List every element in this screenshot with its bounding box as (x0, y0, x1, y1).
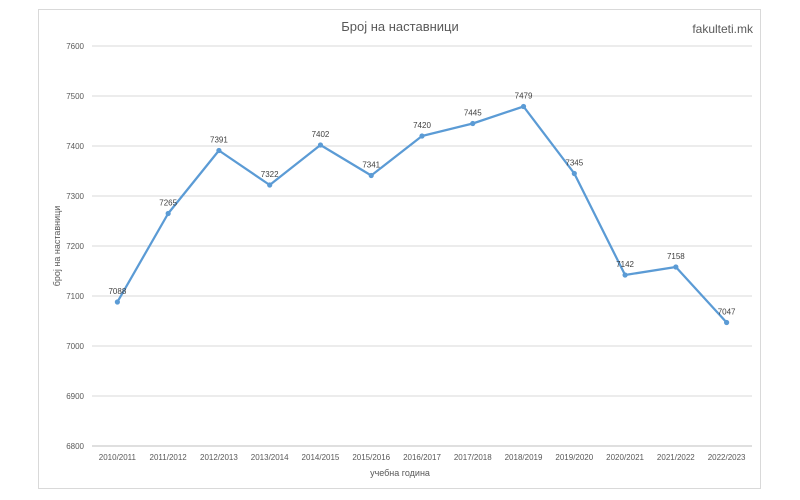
x-tick-label: 2020/2021 (606, 453, 644, 462)
y-tick-label: 6800 (66, 442, 84, 451)
data-point (520, 103, 527, 110)
data-label: 7402 (312, 130, 330, 139)
gridlines (92, 45, 752, 447)
data-label: 7479 (515, 92, 533, 101)
data-label: 7341 (362, 161, 380, 170)
x-tick-label: 2018/2019 (505, 453, 543, 462)
data-point (470, 120, 476, 127)
y-tick-label: 7500 (66, 92, 84, 101)
chart-title: Број на наставници (341, 19, 459, 34)
y-tick-label: 7200 (66, 242, 84, 251)
y-tick-label: 7000 (66, 342, 84, 351)
x-tick-label: 2012/2013 (200, 453, 238, 462)
x-tick-label: 2015/2016 (352, 453, 390, 462)
chart-frame (38, 9, 761, 489)
data-label: 7265 (159, 199, 177, 208)
data-label: 7142 (616, 260, 634, 269)
data-point (165, 210, 171, 217)
data-point (673, 264, 679, 270)
y-axis-ticks: 6800 6900 7000 7100 7200 7300 7400 7500 7600 (66, 42, 84, 451)
x-tick-label: 2022/2023 (708, 453, 746, 462)
data-points (114, 103, 730, 326)
data-label: 7420 (413, 121, 431, 130)
x-tick-label: 2014/2015 (302, 453, 340, 462)
data-point (368, 172, 374, 179)
data-labels: 7088 7265 7391 7322 7402 7341 7420 7445 7479 7345… (108, 92, 736, 317)
data-label: 7158 (667, 252, 685, 261)
data-point (114, 299, 120, 305)
x-tick-label: 2011/2012 (150, 453, 188, 462)
data-point (419, 133, 425, 139)
y-tick-label: 7100 (66, 292, 84, 301)
data-label: 7391 (210, 136, 228, 145)
data-label: 7445 (464, 109, 482, 118)
x-tick-label: 2016/2017 (403, 453, 441, 462)
x-tick-label: 2013/2014 (251, 453, 289, 462)
data-point (267, 182, 273, 188)
x-tick-label: 2021/2022 (657, 453, 695, 462)
x-axis-ticks: 2010/2011 2011/2012 2012/2013 2013/2014 2014… (99, 453, 746, 462)
data-label: 7047 (718, 308, 736, 317)
data-point (571, 170, 577, 177)
y-tick-label: 6900 (66, 392, 84, 401)
data-point (724, 319, 730, 326)
data-point (216, 147, 222, 154)
data-point (317, 142, 324, 148)
data-label: 7088 (108, 287, 126, 296)
y-tick-label: 7300 (66, 192, 84, 201)
x-tick-label: 2019/2020 (555, 453, 593, 462)
data-label: 7322 (261, 170, 279, 179)
x-tick-label: 2010/2011 (99, 453, 137, 462)
data-label: 7345 (565, 159, 583, 168)
x-tick-label: 2017/2018 (454, 453, 492, 462)
y-axis-label: број на наставници (52, 206, 62, 287)
y-tick-label: 7600 (66, 42, 84, 51)
watermark-text: fakulteti.mk (692, 22, 754, 36)
y-tick-label: 7400 (66, 142, 84, 151)
x-axis-label: учебна година (370, 468, 430, 478)
data-point (622, 272, 628, 278)
